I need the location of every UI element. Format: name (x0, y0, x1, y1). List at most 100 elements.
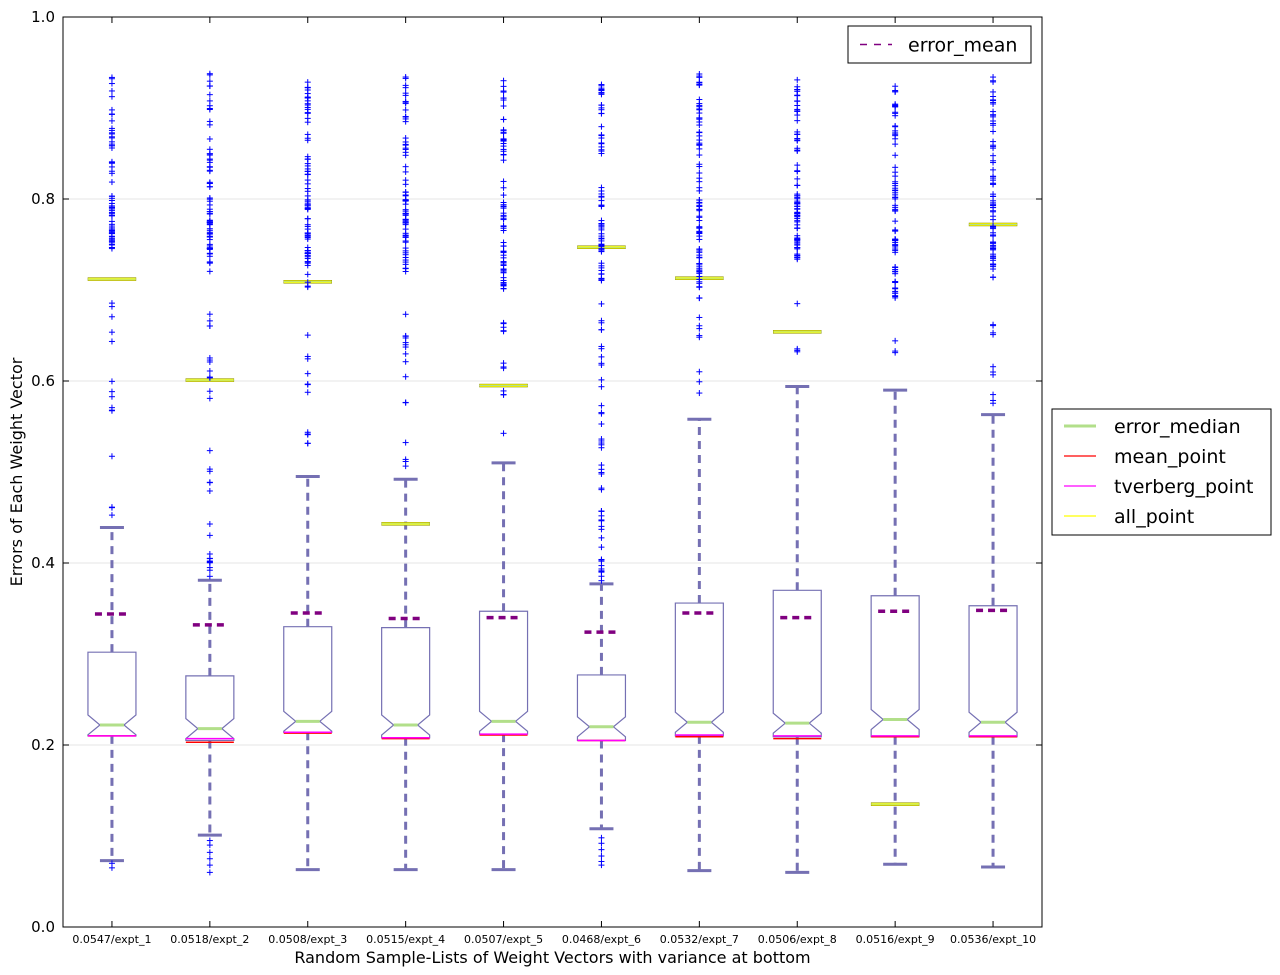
flier-point (108, 245, 115, 252)
flier-point (598, 376, 605, 383)
legend-error-mean: error_mean (847, 25, 1032, 64)
box-group-2 (185, 378, 235, 837)
flier-point (206, 855, 213, 862)
flier-point (696, 283, 703, 290)
box-body (478, 610, 529, 735)
flier-point (402, 259, 409, 266)
flier-point (892, 164, 899, 171)
flier-point (206, 150, 213, 157)
flier-point (598, 436, 605, 443)
flier-point (892, 243, 899, 250)
flier-point (304, 252, 311, 259)
flier-point (598, 420, 605, 427)
flier-point (598, 300, 605, 307)
flier-point (696, 152, 703, 159)
flier-point (990, 173, 997, 180)
flier-point (108, 229, 115, 236)
flier-point (500, 327, 507, 334)
flier-point (892, 293, 899, 300)
flier-point (696, 294, 703, 301)
flier-point (108, 117, 115, 124)
flier-point (402, 75, 409, 82)
flier-point (500, 215, 507, 222)
box-group-4 (381, 477, 431, 872)
flier-point (696, 260, 703, 267)
flier-point (500, 199, 507, 206)
flier-point (206, 268, 213, 275)
flier-point (304, 389, 311, 396)
flier-point (696, 140, 703, 147)
flier-point (500, 360, 507, 367)
flier-point (402, 90, 409, 97)
flier-point (402, 100, 409, 107)
flier-point (892, 194, 899, 201)
flier-point (402, 145, 409, 152)
plot-frame (62, 16, 1043, 928)
flier-point (892, 109, 899, 116)
flier-point (206, 869, 213, 876)
legend-points: error_median mean_point tverberg_point all_… (1051, 408, 1272, 536)
flier-point (304, 119, 311, 126)
flier-point (304, 259, 311, 266)
flier-point (402, 399, 409, 406)
flier-point (108, 129, 115, 136)
box-body (381, 627, 431, 739)
flier-point (304, 236, 311, 243)
box-layer (87, 222, 1018, 874)
box-group-7 (674, 276, 724, 873)
flier-point (206, 374, 213, 381)
flier-point (304, 381, 311, 388)
flier-point (206, 233, 213, 240)
flier-point (598, 345, 605, 352)
flier-point (206, 135, 213, 142)
flier-point (696, 368, 703, 375)
flier-point (402, 208, 409, 215)
flier-point (892, 278, 899, 285)
flier-point (402, 373, 409, 380)
flier-point (794, 236, 801, 243)
flier-point (892, 152, 899, 159)
flier-point (108, 388, 115, 395)
flier-point (108, 218, 115, 225)
flier-point (500, 127, 507, 134)
x-tick-label: 0.0536/expt_10 (950, 933, 1036, 946)
flier-point (696, 119, 703, 126)
legend-label-all-point: all_point (1114, 506, 1194, 528)
flier-point (696, 207, 703, 214)
flier-point (696, 129, 703, 136)
flier-point (990, 368, 997, 375)
flier-point (696, 217, 703, 224)
flier-point (402, 350, 409, 357)
flier-point (206, 479, 213, 486)
y-axis-label: Errors of Each Weight Vector (7, 357, 26, 586)
flier-point (108, 87, 115, 94)
y-tick-label: 0.0 (31, 918, 55, 936)
flier-point (304, 440, 311, 447)
flier-point (500, 116, 507, 123)
flier-point (304, 215, 311, 222)
flier-point (304, 431, 311, 438)
flier-point (108, 74, 115, 81)
flier-point (402, 463, 409, 470)
flier-point (990, 181, 997, 188)
flier-point (794, 108, 801, 115)
flier-point (892, 237, 899, 244)
flier-point (892, 226, 899, 233)
flier-point (304, 230, 311, 237)
flier-point (892, 102, 899, 109)
x-tick-label: 0.0515/expt_4 (366, 933, 445, 946)
flier-point (402, 358, 409, 365)
flier-point (402, 115, 409, 122)
flier-point (206, 466, 213, 473)
flier-point (990, 166, 997, 173)
flier-point (696, 170, 703, 177)
flier-point (304, 177, 311, 184)
flier-point (990, 117, 997, 124)
flier-point (304, 355, 311, 362)
box-group-10 (968, 222, 1018, 869)
flier-point (206, 245, 213, 252)
flier-point (206, 368, 213, 375)
flier-point (206, 91, 213, 98)
flier-point (206, 849, 213, 856)
